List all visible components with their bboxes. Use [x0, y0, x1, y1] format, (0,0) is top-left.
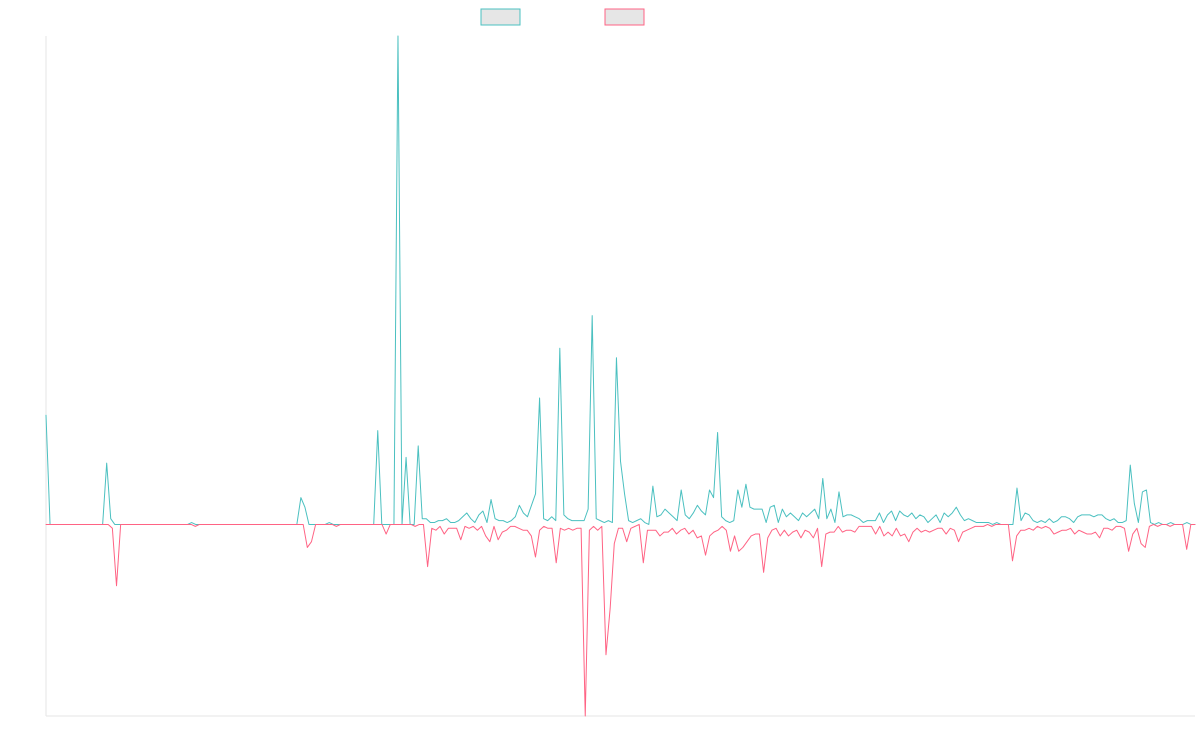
- axes: [45, 36, 1195, 717]
- series-line-2: [45, 523, 1196, 717]
- series-line-1: [45, 35, 1196, 525]
- legend-item-2: [604, 8, 645, 26]
- legend-swatch-1: [480, 8, 521, 26]
- plot-series: [45, 35, 1196, 717]
- legend-swatch-2: [604, 8, 645, 26]
- legend-item-1: [480, 8, 521, 26]
- legend: [480, 8, 645, 26]
